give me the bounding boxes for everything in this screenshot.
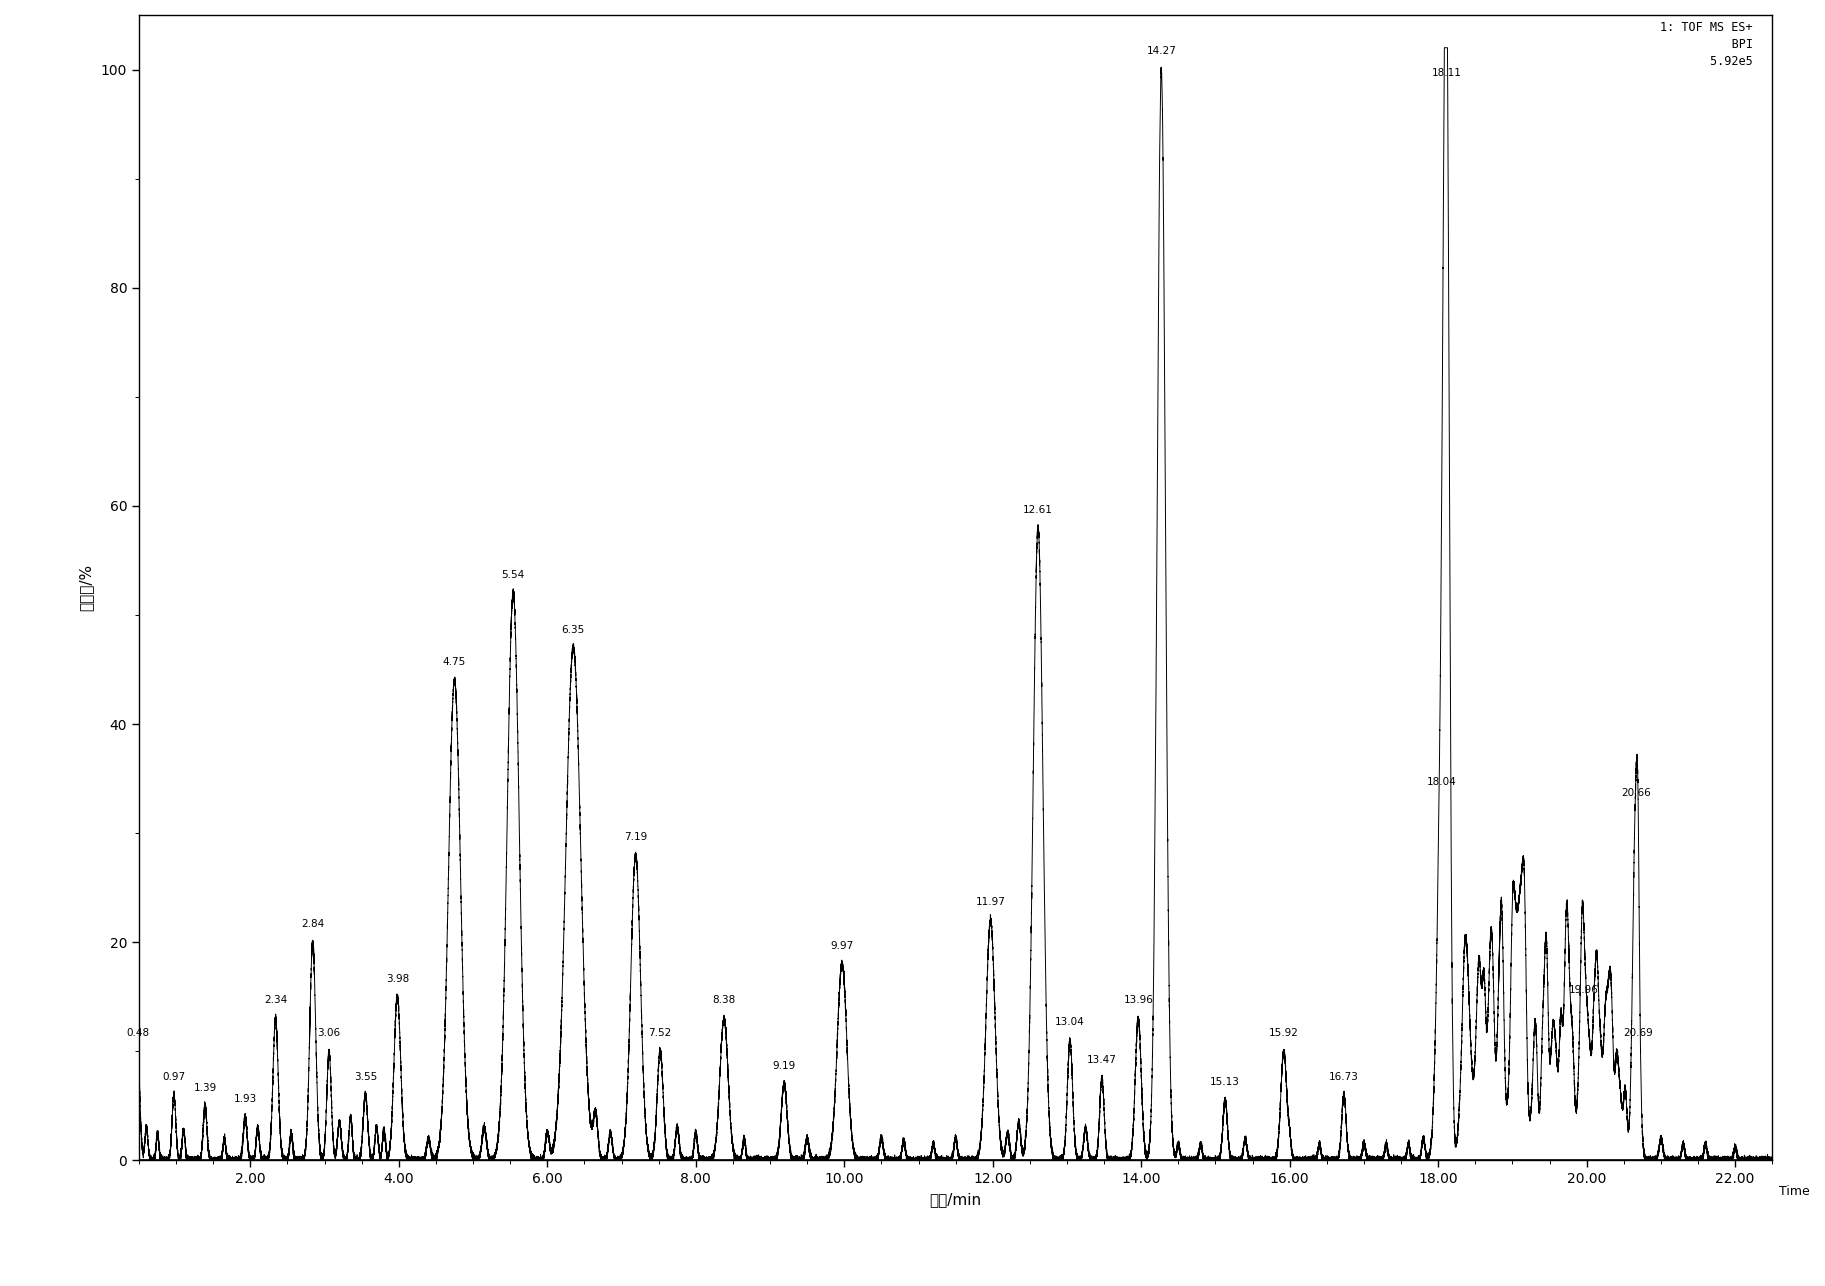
Text: 1: TOF MS ES+
             BPI
        5.92e5: 1: TOF MS ES+ BPI 5.92e5 — [1639, 21, 1752, 68]
Text: 3.06: 3.06 — [318, 1029, 341, 1038]
Text: 9.19: 9.19 — [772, 1061, 796, 1071]
Text: 20.66: 20.66 — [1621, 788, 1650, 799]
Text: 6.35: 6.35 — [562, 625, 586, 634]
Text: 2.34: 2.34 — [265, 995, 287, 1006]
Text: 3.98: 3.98 — [385, 974, 409, 984]
Text: 4.75: 4.75 — [443, 657, 465, 667]
Text: 16.73: 16.73 — [1329, 1071, 1360, 1082]
Text: 3.55: 3.55 — [354, 1071, 378, 1082]
Text: 15.92: 15.92 — [1268, 1029, 1299, 1038]
Text: 8.38: 8.38 — [712, 995, 735, 1006]
Text: 13.96: 13.96 — [1124, 995, 1153, 1006]
Text: 1.93: 1.93 — [234, 1093, 257, 1103]
Text: 0.97: 0.97 — [162, 1071, 186, 1082]
Text: 13.04: 13.04 — [1055, 1017, 1084, 1028]
Text: 7.19: 7.19 — [624, 832, 648, 842]
Text: 18.04: 18.04 — [1427, 777, 1456, 787]
X-axis label: 时间/min: 时间/min — [929, 1192, 982, 1206]
Text: 9.97: 9.97 — [830, 941, 854, 950]
Text: 19.96: 19.96 — [1570, 985, 1599, 994]
Text: 14.27: 14.27 — [1146, 46, 1177, 57]
Text: 2.84: 2.84 — [301, 919, 325, 928]
Text: Time: Time — [1779, 1186, 1810, 1199]
Text: 20.69: 20.69 — [1622, 1029, 1653, 1038]
Text: 5.54: 5.54 — [502, 570, 526, 580]
Text: 18.11: 18.11 — [1431, 68, 1462, 78]
Text: 7.52: 7.52 — [648, 1029, 672, 1038]
Text: 13.47: 13.47 — [1088, 1056, 1117, 1065]
Text: 11.97: 11.97 — [976, 898, 1006, 908]
Y-axis label: 峰强度/%: 峰强度/% — [78, 565, 93, 611]
Text: 1.39: 1.39 — [193, 1083, 217, 1093]
Text: 12.61: 12.61 — [1024, 504, 1053, 514]
Text: 15.13: 15.13 — [1210, 1078, 1239, 1087]
Text: 0.48: 0.48 — [126, 1029, 150, 1038]
